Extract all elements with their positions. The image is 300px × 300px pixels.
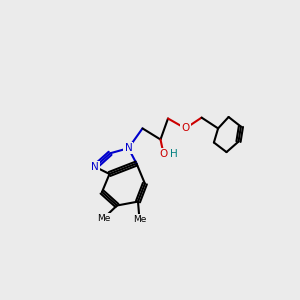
Text: N: N <box>91 162 99 172</box>
Text: O: O <box>181 123 190 134</box>
Text: N: N <box>124 143 132 153</box>
Text: O: O <box>159 148 168 159</box>
Text: H: H <box>169 148 177 159</box>
Text: Me: Me <box>133 215 146 224</box>
Text: Me: Me <box>97 214 110 223</box>
